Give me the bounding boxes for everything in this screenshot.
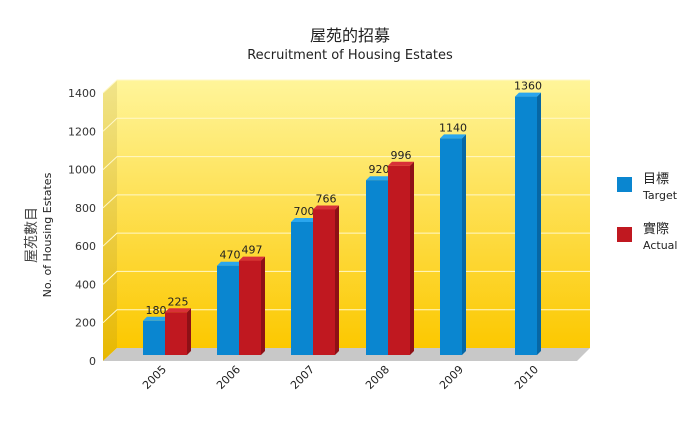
- bar-top: [515, 92, 541, 97]
- bar-actual: [239, 260, 261, 355]
- y-tick-label: 1400: [68, 87, 96, 100]
- y-tick-label: 200: [75, 317, 96, 330]
- bar-top: [366, 176, 392, 181]
- bar-top: [217, 261, 243, 266]
- legend-swatch-target: [617, 177, 632, 192]
- x-tick-label: 2008: [363, 363, 392, 392]
- gridline: [102, 309, 590, 324]
- bar-actual: [388, 165, 410, 355]
- gridline: [102, 194, 590, 209]
- side-wall: [103, 80, 117, 361]
- data-label: 996: [391, 149, 412, 162]
- data-label: 1140: [439, 121, 467, 134]
- bar-side: [462, 134, 466, 355]
- back-wall: [117, 80, 590, 348]
- bar-top: [165, 308, 191, 313]
- gridline: [102, 270, 590, 285]
- bar-side: [261, 256, 265, 355]
- y-tick-label: 0: [89, 355, 96, 368]
- chart-subtitle: Recruitment of Housing Estates: [247, 48, 453, 63]
- bar-top: [143, 316, 169, 321]
- legend-label: Target: [643, 189, 678, 202]
- gridline: [102, 232, 590, 247]
- data-label: 700: [294, 205, 315, 218]
- bar-target: [217, 265, 239, 355]
- bar-side: [335, 205, 339, 355]
- data-label: 470: [220, 249, 241, 262]
- bar-target: [366, 180, 388, 355]
- bar-target: [440, 138, 462, 355]
- bar-side: [187, 308, 191, 355]
- legend-label-zh: 目標: [643, 172, 670, 187]
- y-tick-label: 600: [75, 240, 96, 253]
- bar-target: [143, 320, 165, 355]
- data-label: 766: [316, 192, 337, 205]
- chart-title: 屋苑的招募: [309, 26, 390, 45]
- data-label: 225: [168, 295, 189, 308]
- legend-label: Actual: [643, 239, 678, 252]
- bar-target: [291, 222, 313, 355]
- data-label: 180: [146, 304, 167, 317]
- x-tick-label: 2010: [512, 363, 541, 392]
- bar-top: [440, 134, 466, 139]
- bar-target: [515, 96, 537, 355]
- x-tick-label: 2006: [214, 363, 243, 392]
- legend-swatch-actual: [617, 227, 632, 242]
- bar-side: [537, 92, 541, 355]
- bar-side: [410, 161, 414, 355]
- bar-top: [291, 218, 317, 222]
- data-label: 920: [369, 163, 390, 176]
- gridline: [102, 156, 590, 170]
- legend-label-zh: 實際: [643, 222, 670, 237]
- x-tick-label: 2009: [437, 363, 466, 392]
- bar-top: [388, 161, 414, 166]
- gridline: [102, 79, 590, 94]
- bar-top: [239, 256, 265, 261]
- data-label: 497: [242, 244, 263, 257]
- x-tick-label: 2005: [140, 363, 169, 392]
- y-tick-label: 1000: [68, 164, 96, 177]
- data-label: 1360: [514, 80, 542, 93]
- x-tick-label: 2007: [288, 363, 317, 392]
- y-tick-label: 1200: [68, 125, 96, 138]
- gridline: [102, 117, 590, 132]
- bar-actual: [165, 312, 187, 355]
- y-tick-label: 400: [75, 278, 96, 291]
- bar-top: [313, 205, 339, 210]
- y-tick-label: 800: [75, 202, 96, 215]
- bar-actual: [313, 209, 335, 355]
